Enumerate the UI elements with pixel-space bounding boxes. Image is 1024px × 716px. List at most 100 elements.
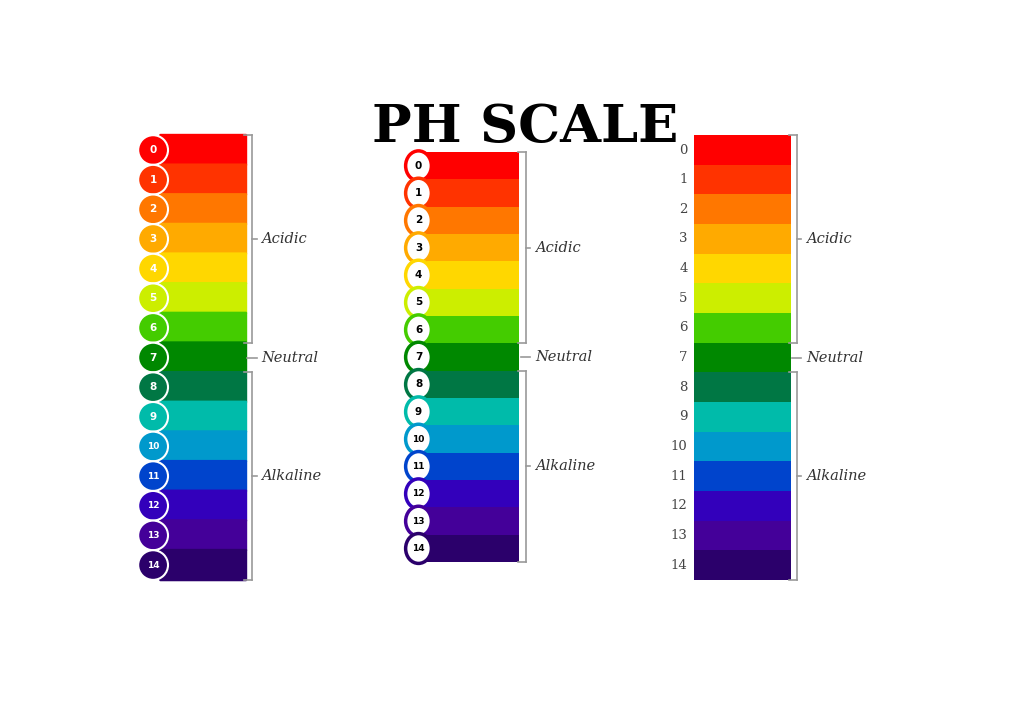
Bar [693,313,791,343]
Text: 14: 14 [671,558,687,571]
FancyBboxPatch shape [159,549,247,581]
Circle shape [138,432,168,461]
Bar [693,432,791,461]
Ellipse shape [406,342,431,372]
Text: Alkaline: Alkaline [535,460,595,473]
Text: 9: 9 [679,410,687,423]
Text: 7: 7 [415,352,422,362]
Bar [426,316,519,344]
FancyBboxPatch shape [159,519,247,551]
Bar [693,224,791,253]
Text: 8: 8 [679,381,687,394]
FancyBboxPatch shape [159,223,247,255]
Bar [693,284,791,313]
Bar [426,207,519,234]
Circle shape [138,461,168,491]
Bar [426,480,519,508]
FancyBboxPatch shape [159,401,247,433]
Ellipse shape [406,425,431,454]
Text: 9: 9 [415,407,422,417]
Bar [426,261,519,289]
Text: 1: 1 [150,175,157,185]
Text: 5: 5 [415,297,422,307]
Circle shape [138,402,168,432]
Ellipse shape [406,151,431,180]
Text: 4: 4 [415,270,422,280]
Bar [426,535,519,562]
Text: 14: 14 [413,544,425,553]
FancyBboxPatch shape [159,134,247,166]
Bar [693,165,791,195]
FancyBboxPatch shape [159,460,247,493]
Text: 10: 10 [671,440,687,453]
Bar [426,344,519,371]
Text: 0: 0 [415,161,422,171]
Text: 0: 0 [679,143,687,157]
Text: 2: 2 [679,203,687,216]
Circle shape [138,195,168,224]
Circle shape [138,343,168,372]
Text: 13: 13 [413,517,425,526]
Circle shape [138,550,168,580]
Ellipse shape [406,533,431,563]
Ellipse shape [406,369,431,400]
Text: 5: 5 [150,294,157,304]
Text: 12: 12 [146,501,160,511]
Circle shape [138,224,168,253]
FancyBboxPatch shape [159,430,247,463]
Text: 6: 6 [679,321,687,334]
Bar [426,425,519,453]
FancyBboxPatch shape [159,490,247,522]
Bar [693,195,791,224]
Text: 4: 4 [150,263,157,274]
Bar [693,491,791,521]
Text: 13: 13 [146,531,160,540]
Text: 3: 3 [150,234,157,244]
Circle shape [138,521,168,550]
FancyBboxPatch shape [159,163,247,196]
Text: 3: 3 [679,233,687,246]
Text: 12: 12 [413,489,425,498]
Text: 11: 11 [413,462,425,471]
Ellipse shape [406,233,431,263]
Text: 10: 10 [146,442,160,451]
Text: 1: 1 [679,173,687,186]
Text: 6: 6 [150,323,157,333]
Bar [426,152,519,180]
FancyBboxPatch shape [159,253,247,285]
FancyBboxPatch shape [159,371,247,403]
Ellipse shape [406,506,431,536]
Bar [693,461,791,491]
Text: 8: 8 [415,379,422,390]
Ellipse shape [406,205,431,236]
Circle shape [138,491,168,521]
Text: 6: 6 [415,325,422,335]
Text: 8: 8 [150,382,157,392]
Bar [426,180,519,207]
Text: 12: 12 [671,499,687,512]
Bar [693,135,791,165]
Text: Acidic: Acidic [535,241,581,255]
Bar [693,550,791,580]
Text: 11: 11 [146,472,160,480]
Circle shape [138,313,168,343]
Text: Alkaline: Alkaline [806,469,866,483]
FancyBboxPatch shape [159,311,247,344]
Text: 10: 10 [413,435,425,444]
Ellipse shape [406,452,431,481]
Circle shape [138,165,168,195]
Ellipse shape [406,260,431,290]
Text: Neutral: Neutral [261,351,318,364]
Text: 0: 0 [150,145,157,155]
Text: 4: 4 [679,262,687,275]
FancyBboxPatch shape [159,282,247,314]
Circle shape [138,372,168,402]
Text: Neutral: Neutral [806,351,863,364]
Text: PH SCALE: PH SCALE [372,102,678,153]
Circle shape [138,135,168,165]
Text: 1: 1 [415,188,422,198]
Text: 2: 2 [415,216,422,226]
Bar [693,343,791,372]
FancyBboxPatch shape [159,342,247,374]
Text: 7: 7 [679,351,687,364]
